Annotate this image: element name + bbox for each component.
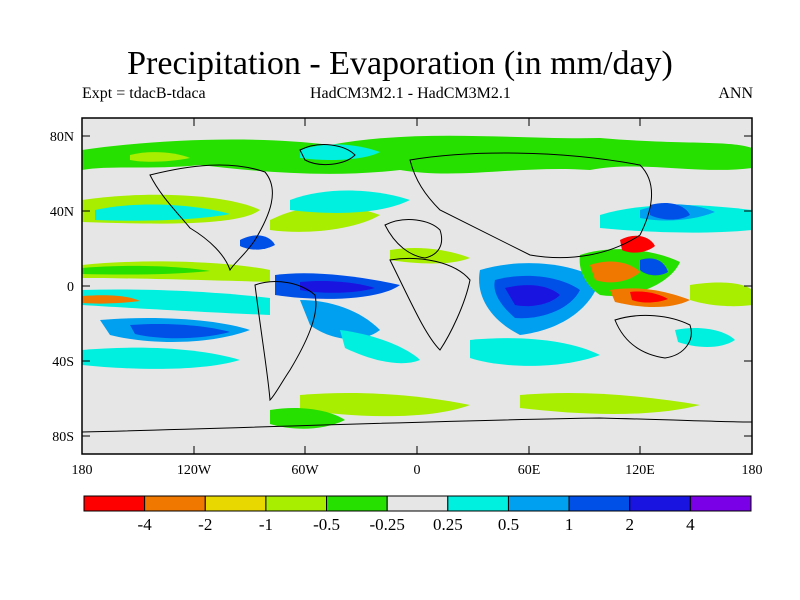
lon-label-0: 0 (414, 463, 421, 478)
colorbar-label: 0.5 (498, 515, 519, 534)
lon-label-60e: 60E (518, 463, 541, 478)
lon-label-60w: 60W (291, 463, 319, 478)
colorbar-label: -1 (259, 515, 273, 534)
colorbar-box (326, 495, 388, 512)
colorbar-box (568, 495, 631, 512)
colorbar-label: 2 (625, 515, 634, 534)
lon-label-120w: 120W (177, 463, 212, 478)
lat-label-80n: 80N (50, 130, 74, 145)
colorbar-box (507, 495, 570, 512)
lat-label-80s: 80S (52, 430, 74, 445)
lon-label-180w: 180 (72, 463, 93, 478)
colorbar-box (447, 495, 509, 512)
season-label: ANN (718, 85, 753, 102)
colorbar-box (83, 495, 146, 512)
colorbar-label: 4 (686, 515, 695, 534)
colorbar-label: 1 (565, 515, 574, 534)
colorbar-box (265, 495, 328, 512)
experiment-label: Expt = tdacB-tdaca (82, 85, 206, 102)
colorbar-label: -4 (138, 515, 153, 534)
colorbar-box (629, 495, 691, 512)
colorbar-box (144, 495, 206, 512)
colorbar-box (386, 495, 449, 512)
colorbar-box (689, 495, 752, 512)
lon-label-120e: 120E (625, 463, 655, 478)
lat-label-40n: 40N (50, 205, 74, 220)
colorbar-label: -2 (198, 515, 212, 534)
model-label: HadCM3M2.1 - HadCM3M2.1 (310, 85, 511, 102)
precip-field (82, 135, 752, 429)
lon-axis: 180 120W 60W 0 60E 120E 180 (72, 118, 763, 478)
lat-label-40s: 40S (52, 355, 74, 370)
colorbar: -4 -2 -1 -0.5 -0.25 0.25 0.5 1 2 4 (83, 495, 752, 534)
coastlines (81, 144, 753, 433)
map-title: Precipitation - Evaporation (in mm/day) (127, 45, 673, 82)
colorbar-box (204, 495, 267, 512)
lat-axis: 80N 40N 0 40S 80S (50, 130, 752, 445)
lon-label-180e: 180 (742, 463, 763, 478)
colorbar-label: -0.5 (313, 515, 340, 534)
colorbar-label: -0.25 (369, 515, 404, 534)
lat-label-0: 0 (67, 280, 74, 295)
colorbar-label: 0.25 (433, 515, 463, 534)
